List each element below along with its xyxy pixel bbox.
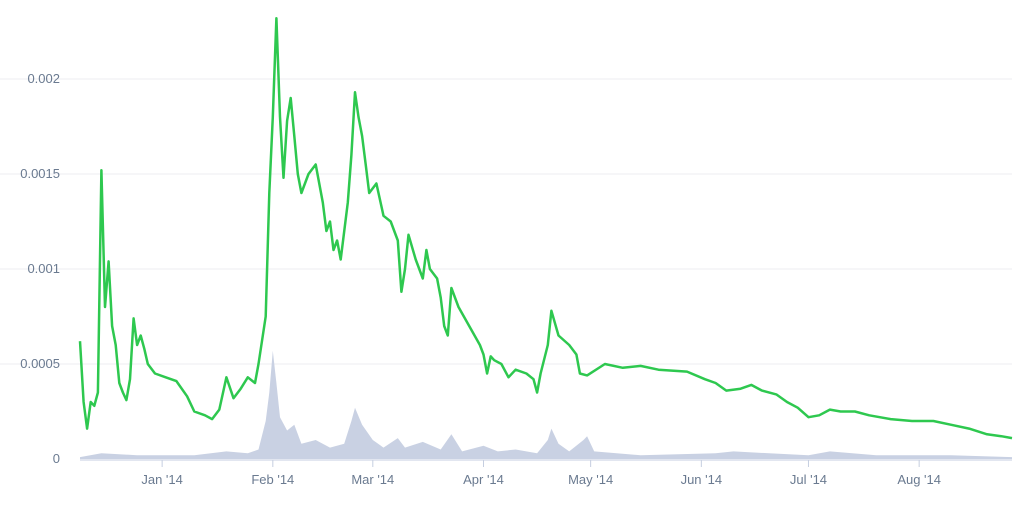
y-tick-label: 0 xyxy=(53,451,60,466)
y-tick-label: 0.0015 xyxy=(20,166,60,181)
x-tick-label: May '14 xyxy=(568,472,613,487)
x-axis-ticks: Jan '14 Feb '14 Mar '14 Apr '14 May '14 Jun '… xyxy=(141,460,941,487)
x-tick-label: Jan '14 xyxy=(141,472,183,487)
y-axis-ticks: 0 0.0005 0.001 0.0015 0.002 xyxy=(20,71,60,466)
grid-lines xyxy=(0,78,1012,365)
x-tick-label: Jun '14 xyxy=(681,472,723,487)
x-tick-label: Jul '14 xyxy=(790,472,827,487)
x-tick-label: Feb '14 xyxy=(251,472,294,487)
price-line[interactable] xyxy=(78,16,1013,440)
x-tick-label: Aug '14 xyxy=(897,472,941,487)
x-tick-label: Mar '14 xyxy=(351,472,394,487)
y-tick-label: 0.0005 xyxy=(20,356,60,371)
y-tick-label: 0.001 xyxy=(27,261,60,276)
y-tick-label: 0.002 xyxy=(27,71,60,86)
x-tick-label: Apr '14 xyxy=(463,472,504,487)
